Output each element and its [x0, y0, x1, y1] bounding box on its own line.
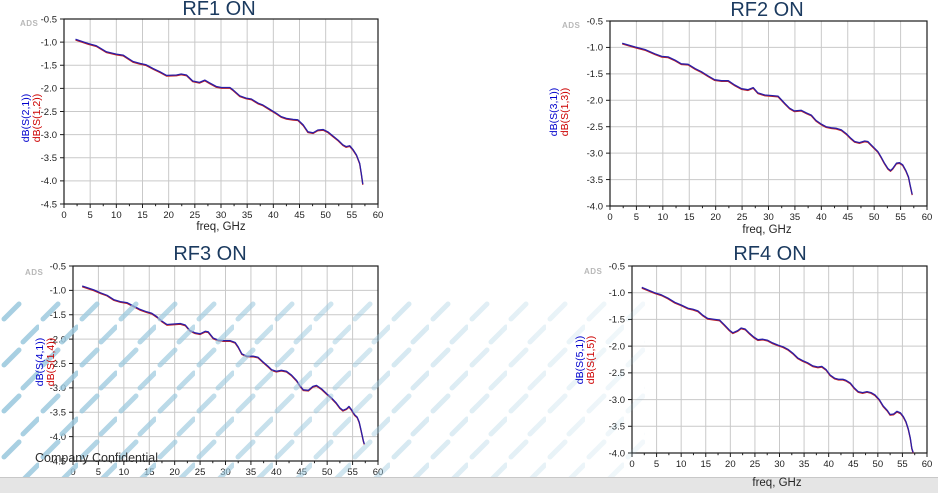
x-axis-label-rf2: freq, GHz	[742, 224, 792, 236]
svg-text:-1.0: -1.0	[587, 43, 603, 54]
svg-text:15: 15	[137, 210, 148, 221]
svg-text:35: 35	[790, 212, 801, 223]
svg-text:-1.0: -1.0	[41, 37, 57, 48]
svg-text:55: 55	[347, 210, 358, 221]
chart-title-rf4: RF4 ON	[733, 243, 807, 265]
svg-text:20: 20	[725, 459, 736, 470]
ads-logo: ADS	[584, 267, 603, 276]
svg-text:-3.5: -3.5	[587, 175, 603, 186]
y-axis-label-red: dB(S(1,4))	[45, 337, 57, 387]
svg-text:-0.5: -0.5	[50, 261, 66, 272]
svg-text:30: 30	[774, 459, 785, 470]
chart-title-rf2: RF2 ON	[730, 0, 804, 21]
chart-title-rf1: RF1 ON	[182, 0, 256, 20]
svg-text:25: 25	[190, 210, 201, 221]
svg-text:0: 0	[607, 212, 612, 223]
svg-text:20: 20	[710, 212, 721, 223]
ads-logo: ADS	[562, 21, 581, 30]
trace-blue	[622, 42, 913, 195]
svg-text:-4.0: -4.0	[587, 201, 603, 212]
svg-text:-0.5: -0.5	[609, 261, 625, 272]
svg-text:5: 5	[654, 459, 659, 470]
y-axis-label-rf1: dB(S(2,1)) dB(S(1,2))	[20, 93, 43, 143]
trace-blue	[641, 286, 914, 453]
svg-text:10: 10	[111, 210, 122, 221]
svg-text:-2.5: -2.5	[41, 107, 57, 118]
svg-text:40: 40	[823, 459, 834, 470]
ads-logo: ADS	[25, 268, 44, 277]
svg-text:50: 50	[869, 212, 880, 223]
svg-text:15: 15	[684, 212, 695, 223]
svg-text:-1.5: -1.5	[587, 69, 603, 80]
svg-text:25: 25	[750, 459, 761, 470]
svg-text:-1.0: -1.0	[609, 288, 625, 299]
y-axis-label-rf2: dB(S(3,1)) dB(S(1,3))	[548, 87, 571, 137]
svg-text:55: 55	[897, 459, 908, 470]
trace-blue	[75, 38, 364, 185]
status-bar	[0, 477, 938, 493]
svg-text:35: 35	[242, 210, 253, 221]
x-axis-label-rf4: freq, GHz	[752, 477, 802, 489]
svg-text:-4.5: -4.5	[41, 199, 57, 210]
svg-text:-3.5: -3.5	[41, 153, 57, 164]
chart-plot-rf2: 0 5 10 15 20 25 30 35 40 45 50 55 60 -0.5 -1.0 -1.5 -2.0…	[587, 16, 933, 223]
ads-logo: ADS	[20, 19, 39, 28]
svg-text:55: 55	[895, 212, 906, 223]
svg-text:10: 10	[676, 459, 687, 470]
svg-text:-0.5: -0.5	[41, 14, 57, 25]
svg-text:-2.5: -2.5	[587, 122, 603, 133]
chart-plot-rf1: 0 5 10 15 20 25 30 35 40 45 50 55 60 -0.5 -1.0 -1.5 -2.0…	[41, 14, 384, 221]
svg-text:45: 45	[294, 210, 305, 221]
y-axis-label-rf3: dB(S(4,1)) dB(S(1,4))	[34, 337, 57, 387]
svg-text:0: 0	[61, 210, 66, 221]
svg-text:30: 30	[763, 212, 774, 223]
svg-text:-2.0: -2.0	[41, 84, 57, 95]
x-axis-label-rf1: freq, GHz	[196, 221, 246, 233]
y-axis-label-red: dB(S(1,5))	[585, 335, 597, 385]
svg-text:45: 45	[848, 459, 859, 470]
svg-text:20: 20	[163, 210, 174, 221]
svg-text:25: 25	[737, 212, 748, 223]
chart-plot-rf4: 051015202530354045505560-0.5-1.0-1.5-2.0…	[609, 261, 933, 470]
svg-text:50: 50	[320, 210, 331, 221]
company-confidential-watermark: Company Confidential	[35, 451, 158, 465]
svg-text:-3.0: -3.0	[587, 148, 603, 159]
svg-text:5: 5	[634, 212, 639, 223]
svg-text:10: 10	[658, 212, 669, 223]
y-axis-label-red: dB(S(1,3))	[559, 87, 571, 137]
svg-text:40: 40	[816, 212, 827, 223]
svg-text:-3.0: -3.0	[41, 130, 57, 141]
watermark-stripes	[0, 300, 645, 477]
svg-text:60: 60	[922, 459, 933, 470]
svg-text:60: 60	[922, 212, 933, 223]
svg-text:-1.0: -1.0	[50, 286, 66, 297]
svg-text:60: 60	[373, 210, 384, 221]
chart-title-rf3: RF3 ON	[173, 243, 247, 265]
svg-text:35: 35	[799, 459, 810, 470]
y-axis-label-rf4: dB(S(5,1)) dB(S(1,5))	[574, 335, 597, 385]
svg-text:50: 50	[873, 459, 884, 470]
svg-text:40: 40	[268, 210, 279, 221]
svg-text:45: 45	[842, 212, 853, 223]
svg-text:15: 15	[700, 459, 711, 470]
svg-text:30: 30	[216, 210, 227, 221]
svg-text:-1.5: -1.5	[41, 61, 57, 72]
svg-text:5: 5	[88, 210, 93, 221]
svg-text:-4.0: -4.0	[41, 176, 57, 187]
svg-text:-0.5: -0.5	[587, 16, 603, 27]
svg-text:-2.0: -2.0	[587, 96, 603, 107]
y-axis-label-red: dB(S(1,2))	[31, 93, 43, 143]
